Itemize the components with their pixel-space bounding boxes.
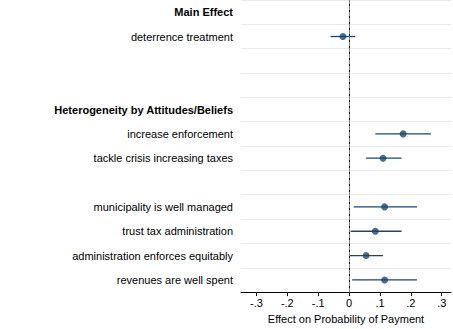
- svg-text:municipality is well managed: municipality is well managed: [94, 201, 233, 213]
- svg-text:.2: .2: [406, 297, 415, 309]
- svg-text:Heterogeneity by Attitudes/Bel: Heterogeneity by Attitudes/Beliefs: [54, 104, 233, 116]
- svg-text:0: 0: [346, 297, 352, 309]
- svg-text:administration enforces equita: administration enforces equitably: [72, 250, 233, 262]
- svg-text:-.3: -.3: [250, 297, 263, 309]
- svg-text:trust tax administration: trust tax administration: [122, 225, 233, 237]
- svg-text:.1: .1: [375, 297, 384, 309]
- svg-text:-.1: -.1: [312, 297, 325, 309]
- svg-text:increase enforcement: increase enforcement: [127, 128, 233, 140]
- svg-text:Effect on Probability of Payme: Effect on Probability of Payment: [268, 313, 424, 325]
- svg-text:deterrence treatment: deterrence treatment: [131, 31, 233, 43]
- svg-text:Main Effect: Main Effect: [174, 6, 233, 18]
- svg-text:tackle crisis increasing taxes: tackle crisis increasing taxes: [94, 152, 234, 164]
- svg-text:.3: .3: [437, 297, 446, 309]
- svg-text:-.2: -.2: [281, 297, 294, 309]
- svg-text:revenues are well spent: revenues are well spent: [117, 274, 233, 286]
